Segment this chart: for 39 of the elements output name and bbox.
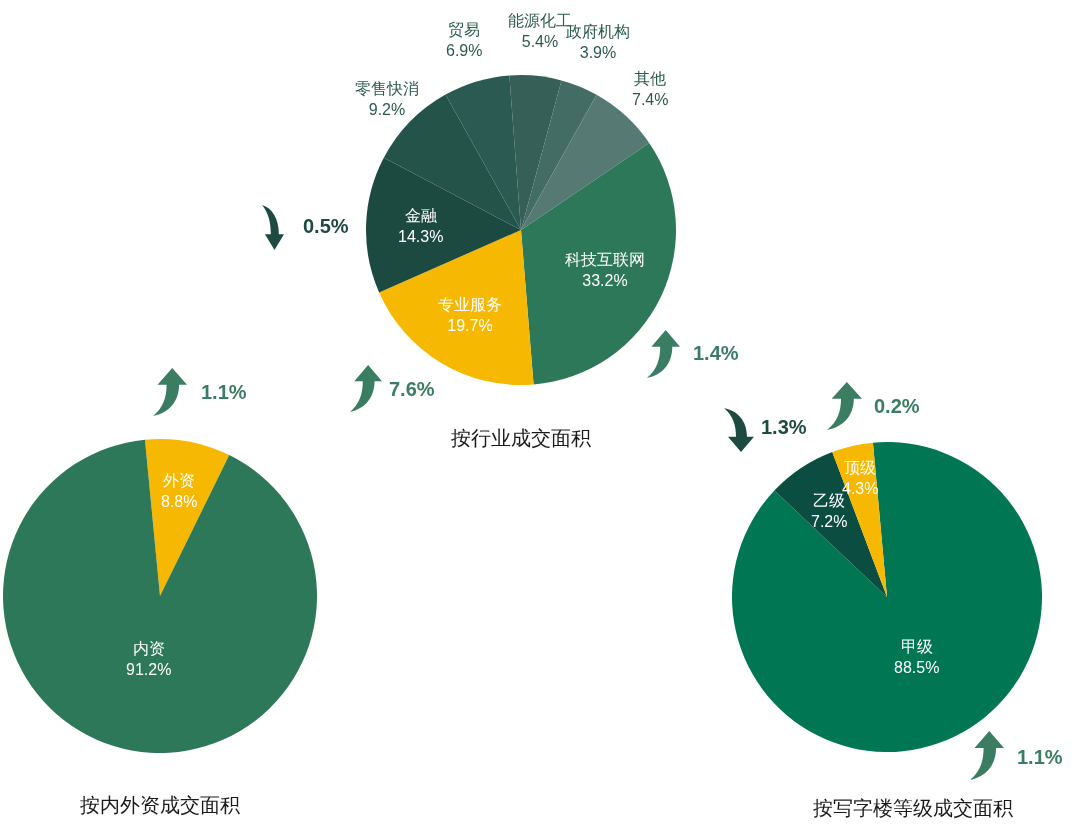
data-label: 33.2% — [582, 271, 628, 289]
slice-label: 甲级 — [900, 638, 933, 655]
data-label: 9.2% — [368, 100, 406, 118]
slice-label: 零售快消 — [355, 80, 419, 97]
text: 1.4% — [693, 342, 739, 364]
text: 7.6% — [389, 378, 435, 400]
text: 按行业成交面积 — [451, 427, 591, 449]
slice-label: 金融 — [404, 207, 437, 224]
data-label: 14.3% — [398, 227, 444, 245]
data-label: 7.4% — [632, 90, 669, 108]
data-label: 88.5% — [894, 658, 940, 676]
text: 1.3% — [761, 416, 807, 438]
slice-label: 顶级 — [844, 459, 877, 476]
pie-slice — [3, 439, 317, 753]
slice-label: 专业服务 — [438, 296, 502, 313]
slice-label: 内资 — [132, 640, 165, 657]
data-label: 5.4% — [521, 32, 559, 50]
text: 1.1% — [201, 381, 247, 403]
slice-label: 乙级 — [813, 492, 846, 509]
slice-label: 贸易 — [448, 21, 481, 38]
data-label: 8.8% — [161, 492, 198, 510]
pie-slice — [521, 80, 597, 230]
pie-slice — [144, 439, 230, 596]
data-label: 19.7% — [447, 316, 493, 334]
text: 0.2% — [874, 395, 920, 417]
text: 1.1% — [1017, 746, 1063, 768]
data-label: 91.2% — [126, 660, 172, 678]
text: 0.5% — [303, 215, 349, 237]
data-label: 7.2% — [811, 512, 848, 530]
slice-label: 科技互联网 — [565, 251, 645, 268]
slice-label: 其他 — [634, 70, 667, 87]
text: 按内外资成交面积 — [80, 794, 240, 816]
data-label: 6.9% — [446, 41, 483, 59]
slice-label: 外资 — [163, 472, 196, 489]
data-label: 3.9% — [579, 43, 617, 61]
pie-slice — [774, 451, 887, 597]
pie-slice — [732, 442, 1042, 752]
pie-slice — [521, 142, 676, 385]
text: 按写字楼等级成交面积 — [813, 797, 1013, 819]
